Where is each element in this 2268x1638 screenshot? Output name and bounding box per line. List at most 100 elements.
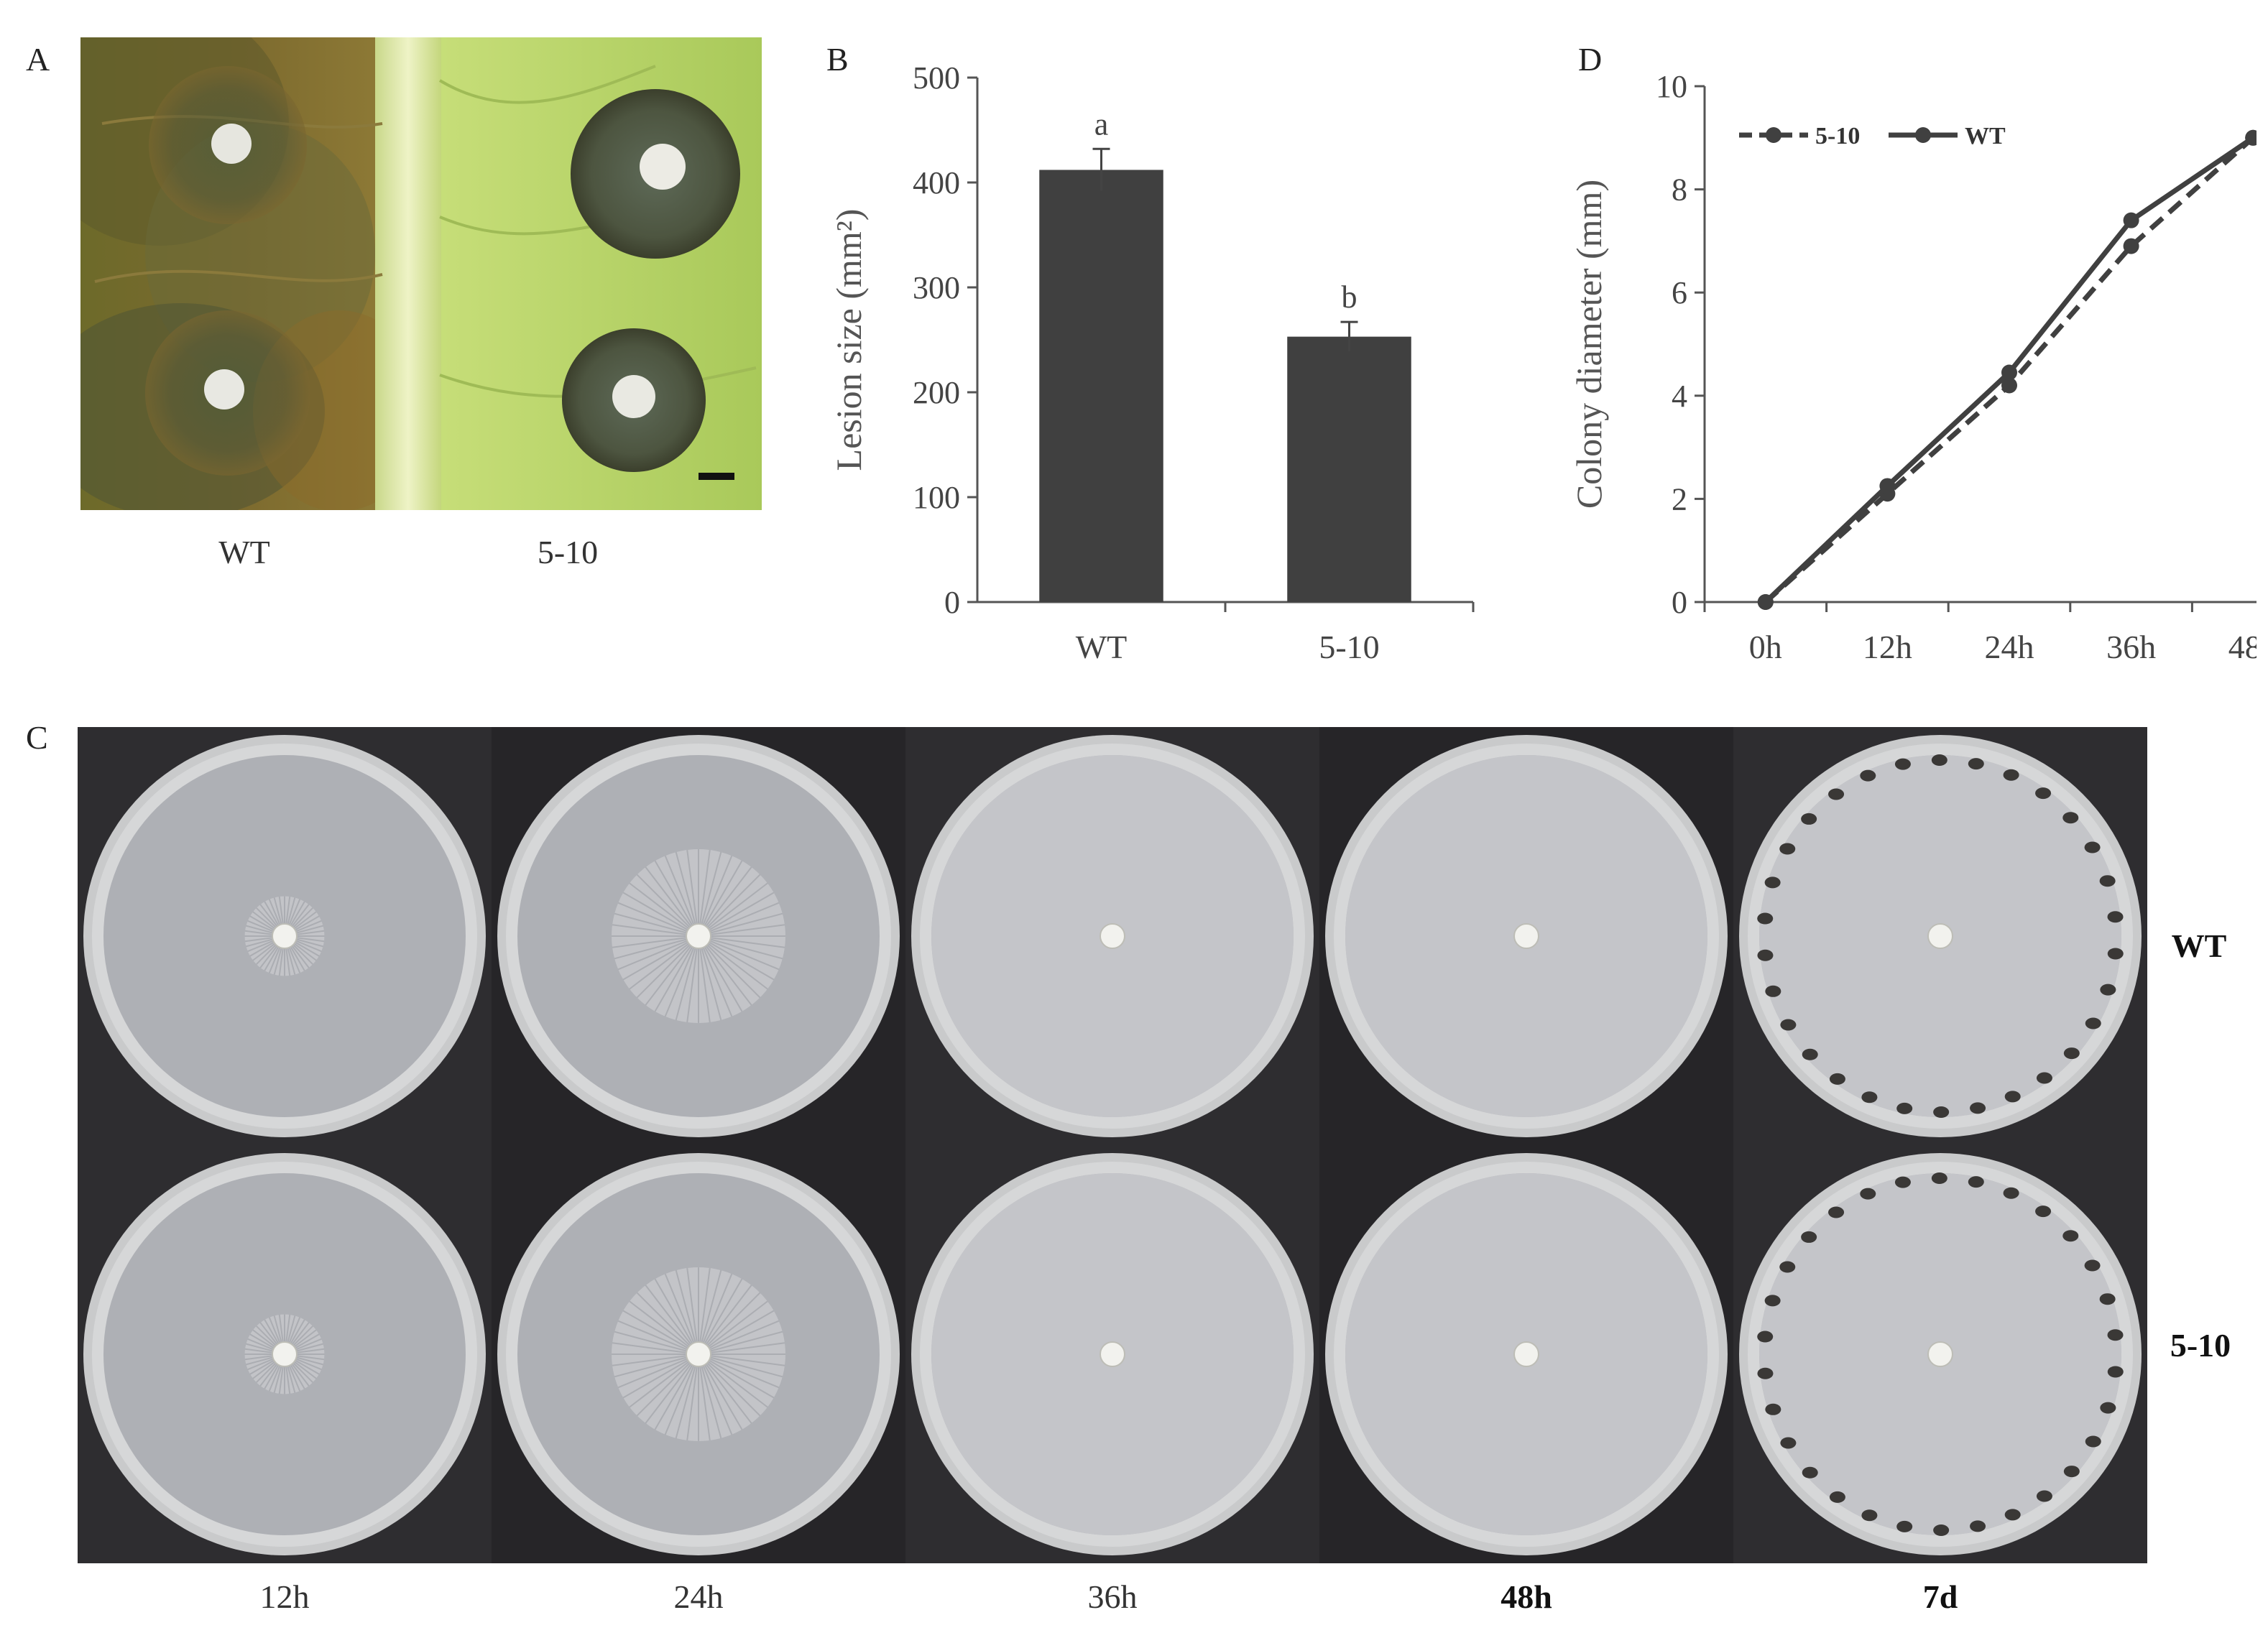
legend-marker-5-10 <box>1766 127 1781 143</box>
sclerotium <box>1968 758 1984 770</box>
data-point-wt <box>2001 364 2017 381</box>
sclerotium <box>1933 1524 1950 1536</box>
petri-plate-wt-48h <box>1319 727 1733 1145</box>
bar-wt <box>1039 170 1163 603</box>
hypha-strand <box>686 1267 699 1355</box>
sclerotium <box>2003 769 2019 781</box>
sclerotium <box>1933 1106 1950 1118</box>
hypha-strand <box>698 1354 783 1378</box>
y-tick-label: 200 <box>913 375 960 410</box>
sclerotium <box>2062 1230 2079 1242</box>
sclerotium <box>1970 1102 1986 1114</box>
data-point-5-10 <box>2001 377 2017 394</box>
y-tick-label: 6 <box>1672 275 1687 310</box>
inoculum-plug <box>1100 1341 1125 1367</box>
hypha-strand <box>654 935 699 1012</box>
data-point-wt <box>1757 594 1774 610</box>
inoculum-plug <box>1513 1341 1539 1367</box>
hypha-strand <box>698 851 722 937</box>
hypha-strand <box>636 874 699 937</box>
sclerotium <box>2004 1509 2021 1521</box>
sclerotium <box>1757 912 1774 925</box>
hypha-strand <box>614 912 699 937</box>
x-tick-label: 5-10 <box>1319 629 1379 665</box>
sclerotium <box>1894 1176 1911 1188</box>
sclerotium <box>2084 1259 2101 1272</box>
hypha-strand <box>698 935 743 1012</box>
sclerotium <box>1764 1295 1781 1307</box>
hypha-strand <box>645 1354 699 1424</box>
hypha-strand <box>698 1354 733 1435</box>
hypha-strand <box>698 924 785 937</box>
leaf-lesion-photo <box>80 37 762 510</box>
sclerotium <box>1802 1466 1818 1479</box>
sclerotium <box>2085 1017 2101 1029</box>
hypha-strand <box>698 935 768 990</box>
y-tick-label: 0 <box>944 585 960 620</box>
sclerotium <box>1801 1231 1817 1243</box>
sclerotium <box>1970 1520 1986 1532</box>
y-tick-label: 100 <box>913 480 960 515</box>
significance-letter: b <box>1342 279 1357 315</box>
hypha-strand <box>698 1354 780 1389</box>
inoculum-plug <box>272 923 298 949</box>
hypha-strand <box>664 1354 699 1435</box>
plate-col-label-12h: 12h <box>259 1578 310 1615</box>
hypha-strand <box>698 874 761 937</box>
hypha-strand <box>612 1342 699 1355</box>
hypha-strand <box>617 902 699 937</box>
hypha-strand <box>622 1310 699 1355</box>
hypha-strand <box>698 935 733 1017</box>
hypha-strand <box>675 1269 699 1355</box>
hypha-strand <box>698 935 775 981</box>
hypha-strand <box>614 1354 699 1378</box>
petri-plate-5-10-7d <box>1733 1145 2147 1563</box>
hypha-strand <box>636 1354 699 1417</box>
hypha-strand <box>698 1269 722 1355</box>
hypha-strand <box>636 935 699 999</box>
y-tick-label: 2 <box>1672 481 1687 517</box>
panel-a-label-wt: WT <box>218 534 270 570</box>
inoculum-plug <box>686 923 711 949</box>
sclerotium <box>1860 769 1876 782</box>
data-point-wt <box>2123 212 2139 228</box>
hypha-strand <box>698 1354 743 1430</box>
hypha-strand <box>622 892 699 937</box>
hypha-strand <box>698 935 722 1021</box>
colony-diameter-line-chart: 0 2 4 6 8 10 0h 12h 24h 36h 48h 5-10 WT Colony diamet… <box>1569 69 2257 665</box>
sclerotium <box>1757 949 1774 961</box>
hypha-strand <box>698 935 780 971</box>
sclerotium <box>1828 788 1845 800</box>
bar-5-10 <box>1287 336 1411 602</box>
hypha-strand <box>698 1354 752 1424</box>
sclerotium <box>2003 1187 2019 1199</box>
petri-plate-wt-12h <box>78 727 492 1145</box>
sclerotium <box>1764 876 1781 889</box>
hypha-strand <box>698 1354 711 1441</box>
hypha-strand <box>612 924 699 937</box>
sclerotium <box>1861 1091 1878 1103</box>
sclerotium <box>1757 1331 1774 1343</box>
hypha-strand <box>629 882 699 937</box>
hypha-strand <box>698 935 752 1006</box>
legend-label-5-10: 5-10 <box>1815 123 1860 149</box>
hypha-strand <box>645 1285 699 1355</box>
hypha-strand <box>698 935 785 948</box>
plate-row-label-wt: WT <box>2171 927 2227 964</box>
hypha-strand <box>654 1354 699 1430</box>
hypha-strand <box>698 1354 768 1408</box>
x-tick-label: 48h <box>2228 629 2257 665</box>
hypha-strand <box>698 1354 761 1417</box>
panel-d-letter: D <box>1578 41 1603 78</box>
y-tick-label: 400 <box>913 165 960 200</box>
plate-col-label-24h: 24h <box>673 1578 724 1615</box>
lesion-size-bar-chart: 0 100 200 300 400 500 a WT b 5-10 Lesion size (mm²… <box>829 60 1475 665</box>
hypha-strand <box>698 1285 752 1355</box>
sclerotium <box>1931 754 1947 767</box>
plate-col-label-36h: 36h <box>1087 1578 1138 1615</box>
plate-col-label-48h: 48h <box>1501 1578 1552 1615</box>
plate-photo-grid <box>78 727 2147 1563</box>
hypha-strand <box>645 935 699 1006</box>
petri-plate-5-10-12h <box>78 1145 492 1563</box>
hypha-strand <box>614 1331 699 1355</box>
